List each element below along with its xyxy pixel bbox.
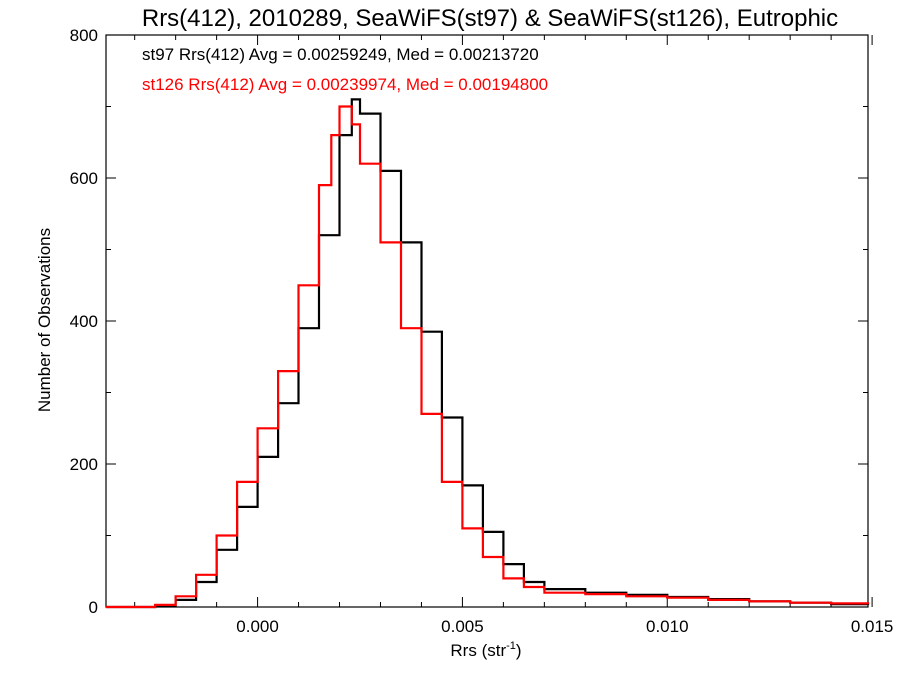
chart-title: Rrs(412), 2010289, SeaWiFS(st97) & SeaWi… [142, 5, 838, 32]
x-tick-label: 0.000 [236, 617, 279, 636]
y-tick-label: 800 [70, 26, 98, 45]
x-axis-label-main: Rrs (str [450, 641, 506, 660]
series-0-histogram [106, 98, 870, 609]
y-tick-label: 0 [89, 598, 98, 617]
y-tick-label: 200 [70, 455, 98, 474]
annotation-0: st97 Rrs(412) Avg = 0.00259249, Med = 0.… [142, 45, 539, 64]
x-axis-label-sup: -1 [506, 640, 516, 652]
y-axis-label: Number of Observations [35, 228, 54, 412]
y-tick-label: 400 [70, 312, 98, 331]
plot-frame [105, 34, 869, 608]
x-tick-label: 0.005 [441, 617, 484, 636]
annotation-1: st126 Rrs(412) Avg = 0.00239974, Med = 0… [142, 75, 548, 94]
y-tick-label: 600 [70, 169, 98, 188]
annotation-layer: st97 Rrs(412) Avg = 0.00259249, Med = 0.… [142, 45, 548, 94]
series-layer [106, 98, 870, 609]
x-axis-label: Rrs (str-1) [450, 640, 521, 660]
axes-layer: 0.000 0.005 0.010 0.015 0 200 400 600 800 [70, 26, 894, 636]
x-tick-label: 0.015 [851, 617, 894, 636]
x-axis-label-close: ) [516, 641, 522, 660]
x-tick-label: 0.010 [646, 617, 689, 636]
series-1-histogram [106, 105, 870, 609]
